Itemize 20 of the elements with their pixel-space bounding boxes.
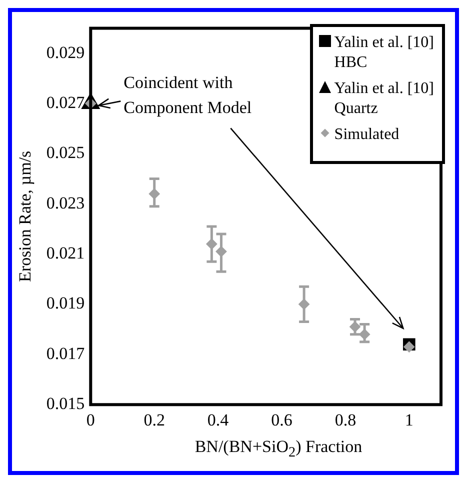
legend-label: Simulated [334,125,400,145]
x-tick-label: 0.2 [144,410,165,430]
y-axis-title: Erosion Rate, µm/s [16,150,35,282]
y-tick-label: 0.015 [46,394,85,414]
y-tick-label: 0.023 [46,193,85,212]
y-tick-label: 0.027 [46,92,86,112]
x-tick-label: 0.6 [271,410,292,430]
legend-label: Yalin et al. [10] Quartz [334,79,434,119]
annotation: Coincident with Component Model [124,73,252,118]
y-tick-label: 0.019 [46,294,85,313]
x-tick-label: 0.4 [207,410,230,430]
y-tick-label: 0.025 [46,143,85,162]
y-tick-label: 0.021 [46,244,85,263]
legend-label: Yalin et al. [10] HBC [334,33,434,73]
y-tick-label: 0.029 [46,42,85,62]
x-axis-title: BN/(BN+SiO$_{2}$) Fraction [194,437,364,462]
x-tick-label: 1 [404,410,414,430]
y-tick-label: 0.017 [46,344,86,363]
x-tick-label: 0.8 [334,410,356,430]
x-tick-label: 0 [86,410,95,430]
